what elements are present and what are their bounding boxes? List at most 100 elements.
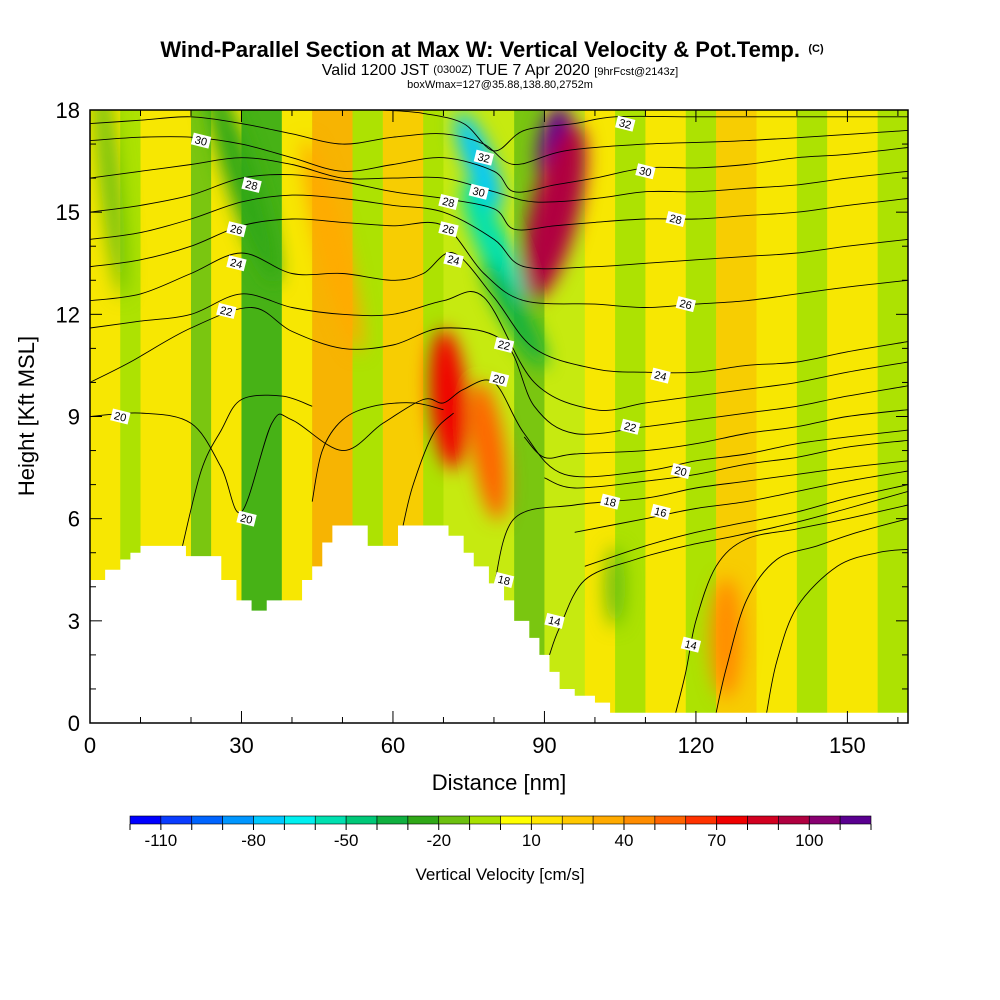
theta-contour-label: 26 <box>675 296 697 313</box>
colorbar-tick-label: 70 <box>707 831 726 850</box>
theta-contour-label-text: 20 <box>673 465 688 480</box>
theta-contour-label: 30 <box>468 183 489 200</box>
theta-contour <box>90 116 908 165</box>
colorbar-swatch <box>839 815 872 825</box>
velocity-feature <box>710 577 743 698</box>
theta-contour-label-text: 28 <box>441 196 456 211</box>
x-tick-label: 120 <box>678 733 715 758</box>
theta-contour-label: 22 <box>620 418 641 435</box>
theta-contour <box>549 490 908 656</box>
theta-contour-label-text: 26 <box>441 223 456 238</box>
theta-contour-label-text: 18 <box>602 495 617 510</box>
velocity-band <box>645 110 686 723</box>
chart-subtitle-box: boxWmax=127@35.88,138.80,2752m <box>407 79 593 91</box>
x-axis: 0 30 60 90 120 150 <box>84 110 899 758</box>
theta-contour-label-text: 30 <box>193 134 208 149</box>
theta-contour-label: 32 <box>473 149 495 166</box>
theta-contours <box>90 110 908 713</box>
theta-contour-label-text: 24 <box>229 257 244 272</box>
velocity-band <box>796 110 828 723</box>
velocity-feature <box>94 110 127 298</box>
colorbar-tick-label: -50 <box>334 831 359 850</box>
x-tick-label: 0 <box>84 733 96 758</box>
velocity-band <box>615 110 646 723</box>
colorbar-swatch <box>407 815 440 825</box>
theta-contour-label: 20 <box>488 371 510 387</box>
colorbar-swatch <box>716 815 748 825</box>
theta-contour <box>493 460 908 587</box>
colorbar-swatch <box>314 815 347 825</box>
x-tick-label: 90 <box>532 733 556 758</box>
colorbar-swatch <box>592 815 625 825</box>
colorbar-swatch <box>160 815 193 825</box>
theta-contour-label: 26 <box>438 221 459 238</box>
theta-contour-label-text: 22 <box>623 420 638 435</box>
theta-contour-label-text: 24 <box>653 369 668 384</box>
velocity-feature <box>605 546 626 627</box>
theta-contour-label-text: 30 <box>638 165 653 180</box>
theta-contour-label: 30 <box>635 163 656 180</box>
theta-contour-label: 18 <box>599 493 621 510</box>
theta-contour-label-text: 26 <box>229 223 244 238</box>
theta-contour-label-text: 32 <box>618 117 633 132</box>
theta-contour-label-text: 22 <box>496 339 511 354</box>
y-axis-label: Height [Kft MSL] <box>14 336 39 496</box>
plot-area: 14 14 16 18 18 20 20 20 20 22 22 22 24 24 24 26 26 26 28 28… <box>90 110 908 723</box>
theta-contour <box>90 194 908 270</box>
y-tick-label: 6 <box>68 507 80 532</box>
x-axis-label: Distance [nm] <box>432 770 567 795</box>
theta-contour <box>90 379 908 514</box>
theta-contour <box>90 291 908 411</box>
theta-contour-label: 28 <box>241 176 262 194</box>
theta-contour-label-text: 14 <box>683 638 698 653</box>
y-tick-label: 15 <box>56 200 80 225</box>
theta-contour-label: 16 <box>650 503 671 521</box>
theta-contour-label: 24 <box>650 367 671 384</box>
theta-contour <box>402 412 454 526</box>
theta-contour <box>180 394 313 553</box>
theta-contour <box>766 548 908 713</box>
theta-contour-label: 20 <box>236 510 257 527</box>
theta-contour <box>584 484 908 567</box>
theta-contour-label-text: 28 <box>244 179 259 194</box>
theta-contour-label: 28 <box>438 193 459 211</box>
theta-contour-label: 24 <box>443 251 464 268</box>
colorbar-swatch <box>469 815 501 825</box>
velocity-feature <box>302 139 363 354</box>
theta-contour-label-text: 16 <box>653 506 668 521</box>
theta-contour-label: 24 <box>226 255 247 272</box>
velocity-feature <box>482 262 546 367</box>
theta-contour-label: 22 <box>216 302 237 319</box>
theta-contour-label: 14 <box>680 636 702 653</box>
theta-contour-label-text: 26 <box>678 298 693 313</box>
theta-contour-labels: 14 14 16 18 18 20 20 20 20 22 22 22 24 24 24 26 26 26 28 28… <box>110 115 702 653</box>
theta-contour <box>90 252 908 374</box>
velocity-band <box>584 110 616 723</box>
theta-contour <box>382 110 908 152</box>
colorbar-swatch <box>376 815 409 825</box>
y-axis: 0 3 6 9 12 15 18 <box>56 98 908 736</box>
colorbar-tick-label: -110 <box>144 831 177 850</box>
x-tick-label: 150 <box>829 733 866 758</box>
colorbar-swatch <box>685 815 717 825</box>
theta-contour-label: 26 <box>226 221 247 238</box>
velocity-feature <box>522 124 587 300</box>
theta-contour-label: 32 <box>615 115 636 132</box>
colorbar-tick-label: -80 <box>241 831 266 850</box>
theta-contour <box>675 504 908 713</box>
theta-contour-label-text: 18 <box>496 574 511 589</box>
colorbar-swatch <box>345 815 378 825</box>
theta-contour <box>90 157 908 203</box>
colorbar-swatch <box>561 815 594 825</box>
colorbar-swatch <box>253 815 285 825</box>
y-tick-label: 9 <box>68 405 80 430</box>
colorbar-swatch <box>129 815 162 825</box>
colorbar-swatch <box>747 815 779 825</box>
velocity-band <box>827 110 878 723</box>
y-tick-label: 12 <box>56 302 80 327</box>
colorbar-swatch <box>438 815 470 825</box>
colorbar-tick-label: 100 <box>795 831 823 850</box>
theta-contour-label: 20 <box>110 408 131 425</box>
colorbar: -110 -80 -50 -20 10 40 70 100 <box>129 815 872 850</box>
